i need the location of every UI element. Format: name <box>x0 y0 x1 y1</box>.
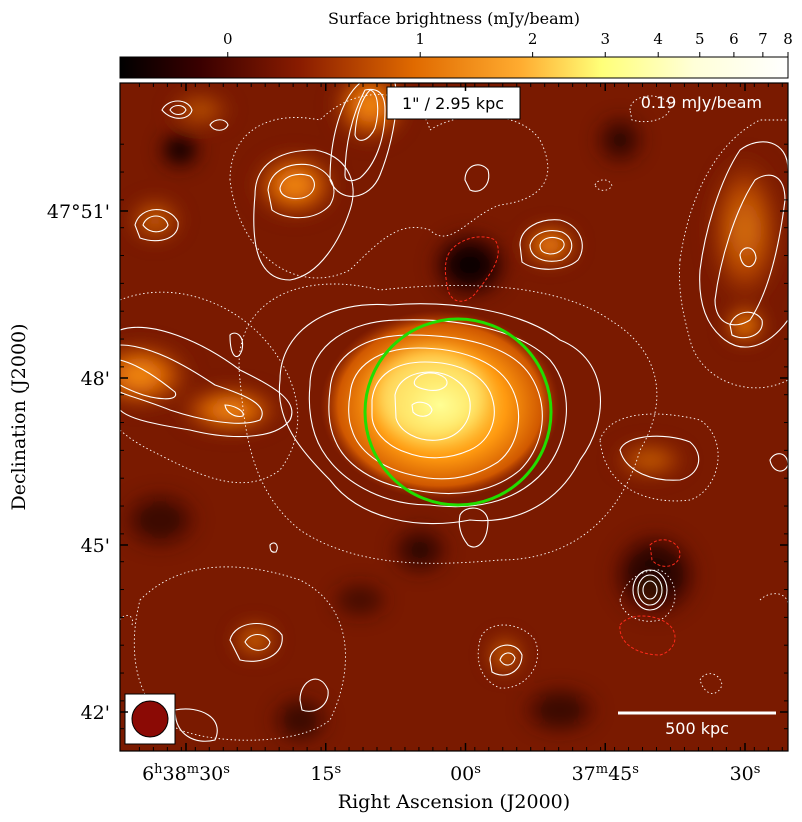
y-tick-label-1: 48' <box>81 368 110 390</box>
scale-bar-label: 500 kpc <box>665 719 729 738</box>
x-tick-label-3: 37m45s <box>572 762 639 785</box>
x-tick-label-0: 6h38m30s <box>142 762 230 785</box>
x-tick-label-1: 15s <box>310 762 341 785</box>
colorbar-title: Surface brightness (mJy/beam) <box>328 9 580 28</box>
contours-positive <box>120 83 788 742</box>
x-axis-title: Right Ascension (J2000) <box>338 791 570 813</box>
rms-label: 0.19 mJy/beam <box>641 93 762 112</box>
colorbar-tick-label-5: 5 <box>695 30 705 48</box>
plot-frame <box>119 82 789 752</box>
beam-ellipse <box>131 700 169 738</box>
colorbar-tick-label-4: 4 <box>653 30 663 48</box>
map-panel: 500 kpc 0.19 mJy/beam 1" / 2.95 kpc <box>120 83 788 751</box>
scale-label: 1" / 2.95 kpc <box>402 94 504 113</box>
colorbar-tick-label-7: 7 <box>758 30 768 48</box>
colorbar-tick-label-2: 2 <box>528 30 538 48</box>
y-axis-title: Declination (J2000) <box>8 323 30 510</box>
contours-negative <box>444 236 681 656</box>
scale-label-box <box>386 86 521 120</box>
colorbar-tick-label-1: 1 <box>415 30 425 48</box>
y-tick-label-0: 47°51' <box>47 201 110 223</box>
colorbar-gradient <box>119 56 789 79</box>
x-tick-label-4: 30s <box>730 762 761 785</box>
colorbar-tick-label-6: 6 <box>729 30 739 48</box>
colorbar-tick-label-3: 3 <box>600 30 610 48</box>
y-axis: 47°51' 48' 45' 42' <box>47 143 788 730</box>
y-tick-label-2: 45' <box>81 535 110 557</box>
colorbar-tick-label-8: 8 <box>783 30 793 48</box>
x-axis: 6h38m30s 15s 00s 37m45s 30s <box>138 83 783 785</box>
y-tick-label-3: 42' <box>81 702 110 724</box>
x-tick-label-2: 00s <box>450 762 481 785</box>
colorbar-tick-label-0: 0 <box>223 30 233 48</box>
region-circle <box>363 317 553 507</box>
